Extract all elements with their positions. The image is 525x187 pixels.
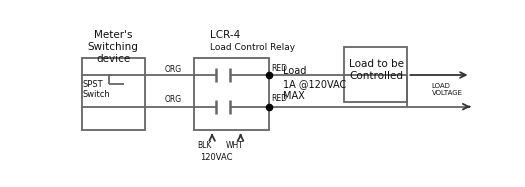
Text: WHT: WHT <box>226 141 244 150</box>
Text: SPST
Switch: SPST Switch <box>83 80 110 99</box>
Text: LOAD
VOLTAGE: LOAD VOLTAGE <box>432 83 463 96</box>
Text: RED: RED <box>271 94 287 103</box>
Text: Meter's
Switching
device: Meter's Switching device <box>88 30 139 64</box>
Text: Load
1A @120VAC
MAX: Load 1A @120VAC MAX <box>284 66 346 101</box>
Text: LCR-4: LCR-4 <box>210 30 240 40</box>
Text: Load Control Relay: Load Control Relay <box>210 43 295 52</box>
Text: BLK: BLK <box>197 141 211 150</box>
Text: 120VAC: 120VAC <box>200 153 233 162</box>
Text: ORG: ORG <box>164 95 182 104</box>
Text: RED: RED <box>271 64 287 73</box>
Text: Load to be
Controlled: Load to be Controlled <box>349 59 404 81</box>
Text: ORG: ORG <box>164 65 182 73</box>
